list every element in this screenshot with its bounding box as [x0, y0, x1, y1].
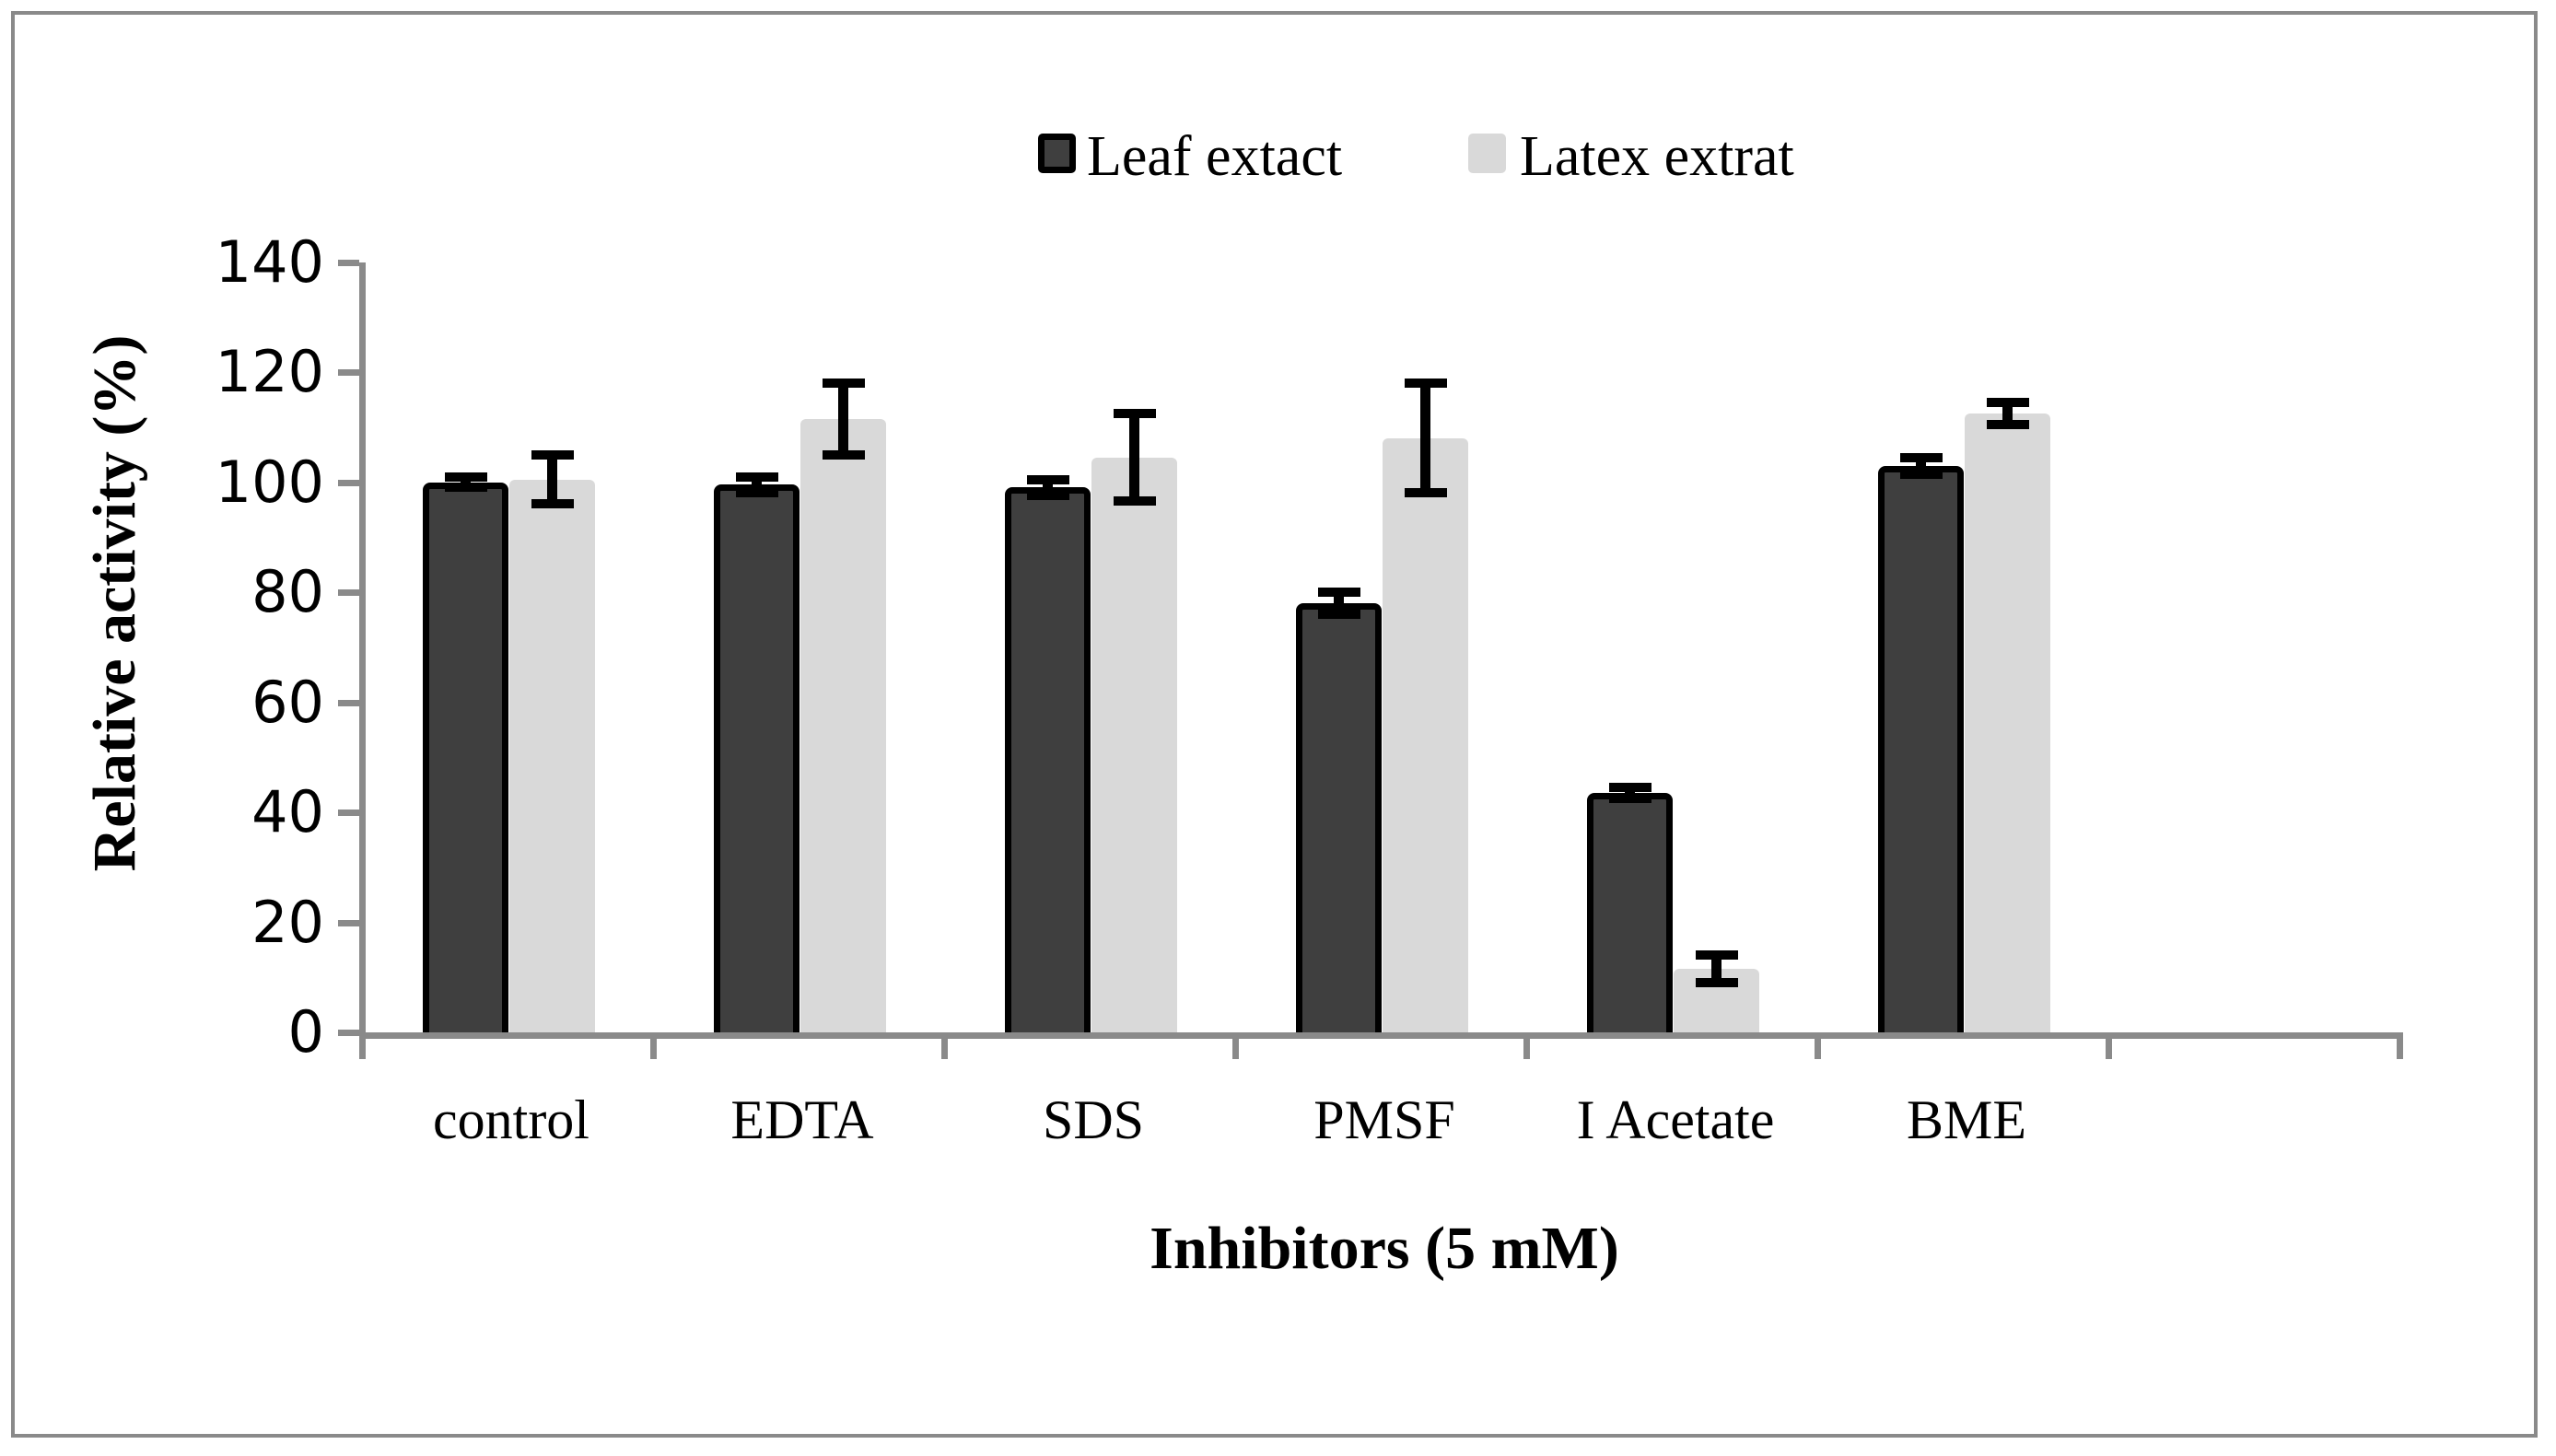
- x-tick-7: [2397, 1039, 2403, 1059]
- error-bar-cap-top-latex-bme: [1986, 397, 2029, 407]
- error-bar-cap-bottom-leaf-control: [444, 483, 487, 493]
- x-tick-5: [1815, 1039, 1821, 1059]
- bar-latex-control: [509, 479, 595, 1032]
- y-tick-140: [338, 259, 359, 266]
- x-axis-line: [359, 1032, 2403, 1039]
- error-bar-cap-bottom-latex-control: [531, 499, 574, 509]
- y-tick-label-120: 120: [215, 338, 324, 405]
- error-bar-stem-leaf-edta: [752, 476, 762, 494]
- error-bar-cap-top-leaf-bme: [1899, 452, 1943, 462]
- y-tick-80: [338, 589, 359, 596]
- legend-swatch-leaf-extract: [1038, 134, 1076, 173]
- error-bar-cap-bottom-leaf-bme: [1899, 469, 1943, 479]
- y-tick-label-60: 60: [251, 668, 324, 736]
- bar-leaf-bme: [1878, 465, 1964, 1032]
- error-bar-stem-leaf-control: [461, 476, 471, 488]
- error-bar-cap-top-leaf-sds: [1026, 474, 1069, 484]
- y-tick-label-80: 80: [251, 558, 324, 625]
- error-bar-cap-bottom-leaf-sds: [1026, 491, 1069, 501]
- error-bar-cap-top-latex-pmsf: [1404, 378, 1447, 388]
- error-bar-cap-bottom-latex-bme: [1986, 419, 2029, 429]
- x-tick-label-bme: BME: [1906, 1089, 2027, 1150]
- y-axis-line: [359, 262, 366, 1055]
- bar-leaf-control: [423, 482, 508, 1032]
- error-bar-cap-bottom-leaf-edta: [735, 488, 778, 498]
- x-tick-label-sds: SDS: [1042, 1089, 1145, 1150]
- error-bar-stem-latex-pmsf: [1420, 382, 1430, 494]
- error-bar-cap-top-leaf-i-acetate: [1608, 783, 1651, 793]
- bar-latex-pmsf: [1383, 437, 1468, 1032]
- error-bar-cap-top-leaf-pmsf: [1317, 588, 1360, 597]
- error-bar-cap-top-leaf-edta: [735, 472, 778, 482]
- x-tick-label-edta: EDTA: [730, 1089, 874, 1150]
- x-tick-3: [1232, 1039, 1239, 1059]
- bar-leaf-edta: [714, 484, 799, 1032]
- error-bar-stem-latex-bme: [2002, 402, 2013, 425]
- y-tick-120: [338, 369, 359, 376]
- error-bar-cap-bottom-latex-edta: [822, 449, 865, 460]
- y-tick-label-20: 20: [251, 888, 324, 956]
- error-bar-stem-leaf-i-acetate: [1625, 787, 1635, 799]
- error-bar-cap-bottom-latex-sds: [1113, 496, 1156, 507]
- y-tick-60: [338, 699, 359, 706]
- error-bar-cap-top-latex-sds: [1113, 408, 1156, 418]
- error-bar-cap-top-latex-edta: [822, 378, 865, 388]
- figure-border: [11, 11, 2538, 1438]
- error-bar-stem-latex-sds: [1129, 413, 1139, 502]
- x-tick-6: [2106, 1039, 2112, 1059]
- bar-latex-edta: [800, 418, 886, 1032]
- x-tick-2: [941, 1039, 948, 1059]
- y-tick-label-140: 140: [215, 227, 324, 296]
- y-tick-label-0: 0: [287, 998, 324, 1066]
- x-tick-label-control: control: [433, 1089, 589, 1150]
- error-bar-stem-leaf-sds: [1043, 479, 1053, 496]
- error-bar-cap-top-latex-control: [531, 449, 574, 460]
- bar-latex-sds: [1091, 457, 1177, 1032]
- y-axis-title: Relative activity (%): [81, 334, 148, 872]
- error-bar-stem-latex-edta: [838, 382, 848, 455]
- bar-latex-bme: [1965, 413, 2050, 1032]
- x-tick-4: [1523, 1039, 1530, 1059]
- error-bar-cap-bottom-latex-i-acetate: [1695, 978, 1738, 988]
- y-tick-label-40: 40: [251, 778, 324, 845]
- x-tick-label-i-acetate: I Acetate: [1576, 1089, 1775, 1150]
- x-tick-0: [359, 1039, 366, 1059]
- error-bar-cap-top-leaf-control: [444, 472, 487, 482]
- y-tick-40: [338, 810, 359, 816]
- error-bar-cap-bottom-latex-pmsf: [1404, 488, 1447, 498]
- legend-label-leaf-extract: Leaf extact: [1087, 125, 1343, 188]
- error-bar-stem-leaf-pmsf: [1334, 592, 1344, 614]
- x-axis-title: Inhibitors (5 mM): [1150, 1215, 1619, 1282]
- x-tick-1: [650, 1039, 657, 1059]
- bar-leaf-pmsf: [1296, 602, 1382, 1032]
- error-bar-cap-top-latex-i-acetate: [1695, 950, 1738, 961]
- bar-leaf-i-acetate: [1587, 793, 1673, 1032]
- bar-leaf-sds: [1005, 487, 1091, 1032]
- legend-label-latex-extract: Latex extrat: [1520, 125, 1794, 188]
- error-bar-stem-latex-control: [547, 454, 557, 505]
- y-tick-0: [338, 1030, 359, 1036]
- error-bar-stem-latex-i-acetate: [1711, 955, 1722, 984]
- error-bar-cap-bottom-leaf-i-acetate: [1608, 794, 1651, 804]
- legend-swatch-latex-extract: [1468, 134, 1506, 173]
- x-tick-label-pmsf: PMSF: [1313, 1089, 1455, 1150]
- error-bar-stem-leaf-bme: [1916, 457, 1926, 474]
- y-tick-20: [338, 919, 359, 926]
- y-tick-label-100: 100: [215, 448, 324, 516]
- y-tick-100: [338, 479, 359, 486]
- error-bar-cap-bottom-leaf-pmsf: [1317, 609, 1360, 619]
